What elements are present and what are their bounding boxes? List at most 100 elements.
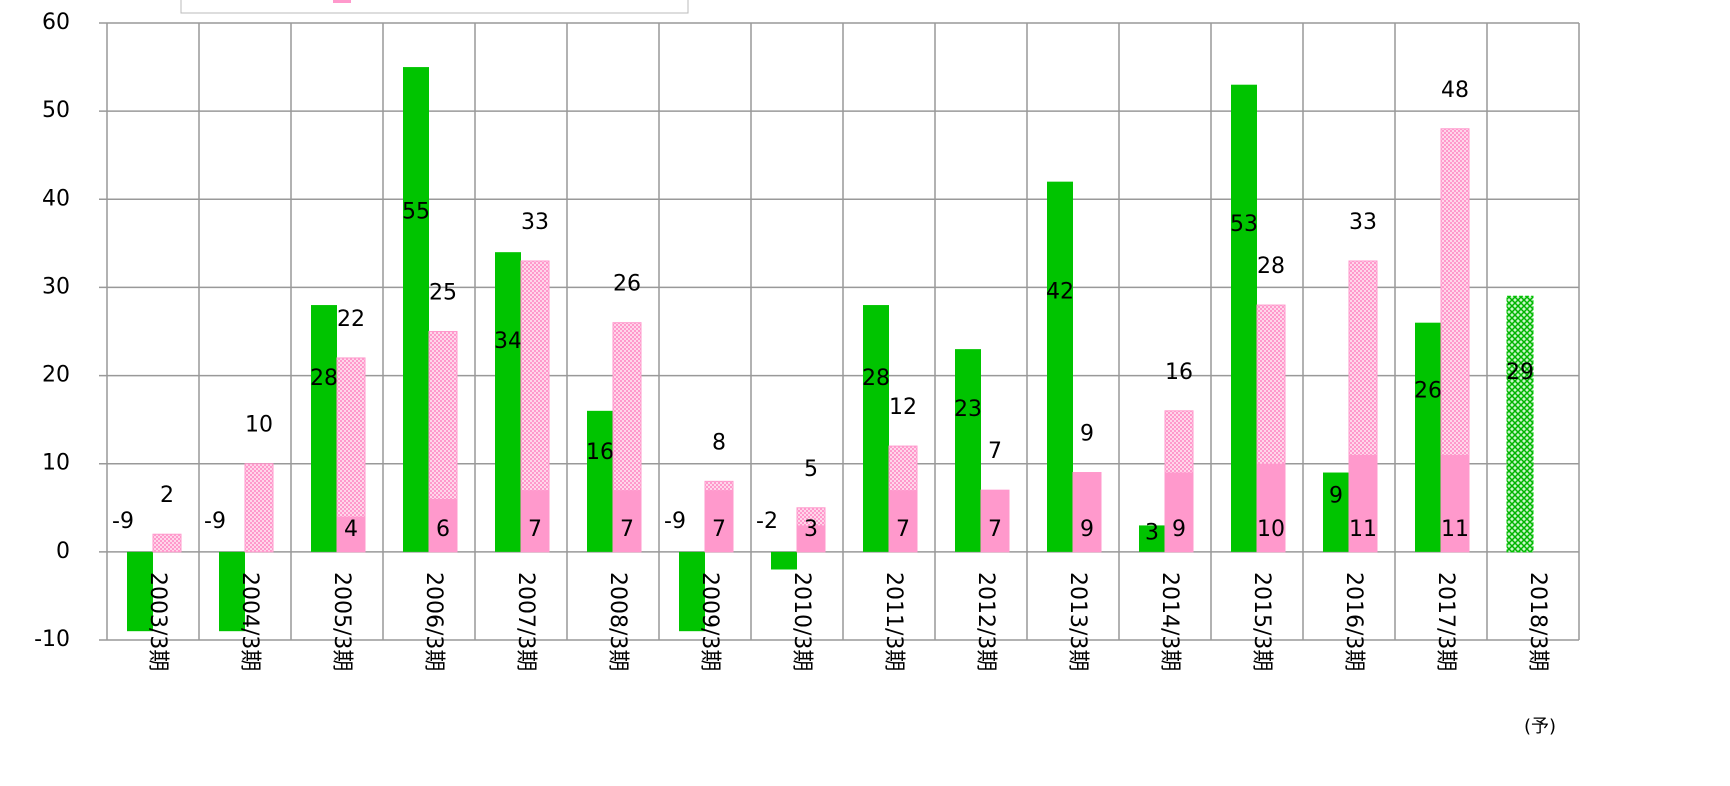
- data-label: 33: [1349, 210, 1377, 235]
- data-label: 26: [613, 272, 641, 297]
- data-label: 6: [436, 517, 450, 542]
- bar: [797, 525, 825, 552]
- legend-box: [180, 0, 689, 14]
- bar: [429, 498, 457, 552]
- y-tick-label: 0: [56, 539, 70, 564]
- data-label: 25: [429, 281, 457, 306]
- x-tick-label: 2016/3期: [1341, 572, 1366, 671]
- y-tick-label: 30: [42, 274, 70, 299]
- legend-swatch: [333, 0, 351, 3]
- bar: [1257, 463, 1285, 552]
- data-label: 48: [1441, 78, 1469, 103]
- data-label: 28: [310, 366, 338, 391]
- bar: [1231, 84, 1257, 552]
- y-tick-label: 50: [42, 98, 70, 123]
- data-label: -2: [756, 509, 778, 534]
- bar: [587, 410, 613, 552]
- bar: [1349, 454, 1377, 552]
- bar: [337, 516, 365, 552]
- x-tick-label: 2013/3期: [1065, 572, 1090, 671]
- bar: [1415, 322, 1441, 552]
- bar: [1139, 525, 1165, 552]
- data-label: 9: [1080, 517, 1094, 542]
- x-tick-label: 2006/3期: [421, 572, 446, 671]
- bar: [1073, 472, 1101, 552]
- bar: [219, 551, 245, 632]
- y-tick-label: 10: [42, 451, 70, 476]
- bar: [1047, 181, 1073, 552]
- data-label: 53: [1230, 212, 1258, 237]
- data-label: 7: [896, 517, 910, 542]
- data-label: 7: [528, 517, 542, 542]
- bar: [705, 490, 733, 552]
- data-label: 11: [1441, 517, 1469, 542]
- bar: [613, 490, 641, 552]
- bar: [1165, 472, 1193, 552]
- x-tick-label: 2018/3期: [1525, 572, 1550, 671]
- x-tick-label: 2017/3期: [1433, 572, 1458, 671]
- bar: [955, 349, 981, 552]
- x-tick-label: 2004/3期: [237, 572, 262, 671]
- x-tick-label: 2010/3期: [789, 572, 814, 671]
- bar: [127, 551, 153, 632]
- data-label: 28: [1257, 254, 1285, 279]
- bar: [1323, 472, 1349, 552]
- x-tick-label: 2015/3期: [1249, 572, 1274, 671]
- bar: [863, 305, 889, 552]
- x-tick-label: 2012/3期: [973, 572, 998, 671]
- data-label: 2: [160, 483, 174, 508]
- bar: [521, 490, 549, 552]
- data-label: 7: [988, 517, 1002, 542]
- bar: [1506, 295, 1534, 553]
- data-label: 3: [804, 517, 818, 542]
- data-label: 9: [1080, 422, 1094, 447]
- data-label: 33: [521, 210, 549, 235]
- data-label: 11: [1349, 517, 1377, 542]
- data-label: -9: [112, 509, 134, 534]
- x-tick-label: 2009/3期: [697, 572, 722, 671]
- data-label: 5: [804, 457, 818, 482]
- bar: [244, 463, 274, 553]
- data-label: 12: [889, 395, 917, 420]
- data-label: 23: [954, 397, 982, 422]
- data-label: 9: [1172, 517, 1186, 542]
- data-label: 10: [245, 413, 273, 438]
- data-label: 9: [1329, 483, 1343, 508]
- data-label: 22: [337, 307, 365, 332]
- bar: [981, 490, 1009, 552]
- x-tick-label: 2005/3期: [329, 572, 354, 671]
- data-label: 34: [494, 329, 522, 354]
- data-label: 28: [862, 366, 890, 391]
- y-tick-label: 20: [42, 363, 70, 388]
- data-label: 55: [402, 200, 430, 225]
- x-tick-label: 2007/3期: [513, 572, 538, 671]
- data-label: 26: [1414, 378, 1442, 403]
- data-label: 4: [344, 517, 358, 542]
- x-tick-label: 2011/3期: [881, 572, 906, 671]
- x-tick-label: 2014/3期: [1157, 572, 1182, 671]
- data-label: 16: [586, 440, 614, 465]
- data-label: 42: [1046, 280, 1074, 305]
- y-tick-label: 40: [42, 186, 70, 211]
- bar: [679, 551, 705, 632]
- data-label: 29: [1506, 360, 1534, 385]
- bar: [889, 490, 917, 552]
- x-tick-label: 2008/3期: [605, 572, 630, 671]
- bar: [311, 305, 337, 552]
- bar: [152, 533, 182, 553]
- bar: [495, 252, 521, 552]
- y-tick-label: -10: [34, 627, 70, 652]
- x-tick-label: 2003/3期: [145, 572, 170, 671]
- data-label: 16: [1165, 360, 1193, 385]
- y-tick-label: 60: [42, 10, 70, 35]
- bar: [771, 551, 797, 570]
- data-label: -9: [204, 509, 226, 534]
- data-label: 7: [988, 439, 1002, 464]
- bar: [403, 67, 429, 552]
- data-label: -9: [664, 509, 686, 534]
- data-label: 7: [712, 517, 726, 542]
- annotation: (予): [1524, 716, 1556, 737]
- data-label: 8: [712, 430, 726, 455]
